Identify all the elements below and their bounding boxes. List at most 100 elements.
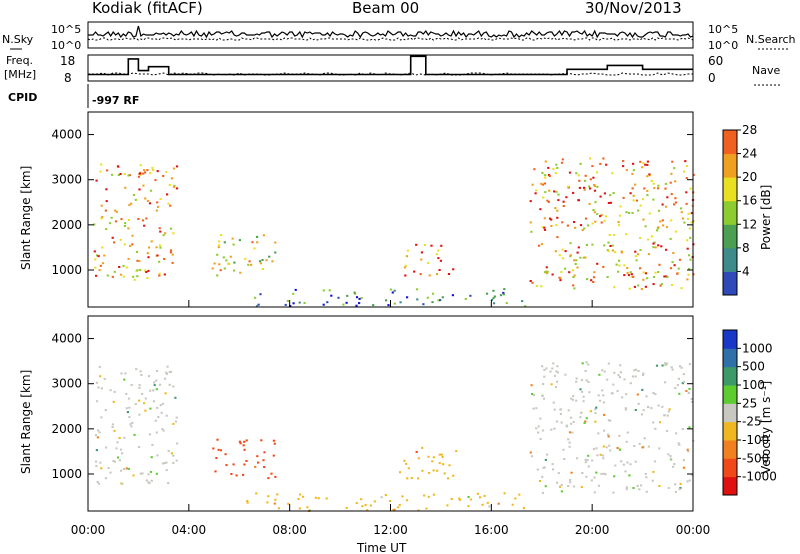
power-y-ticks: 1000 2000 3000 4000 xyxy=(51,128,693,277)
data-cell xyxy=(273,502,276,505)
data-cell xyxy=(570,397,573,400)
data-cell xyxy=(562,200,565,203)
colorbar-swatch xyxy=(723,130,737,155)
data-cell xyxy=(674,180,677,183)
data-cell xyxy=(146,252,149,255)
data-cell xyxy=(99,375,102,378)
data-cell xyxy=(113,390,116,393)
data-cell xyxy=(167,482,170,485)
data-cell xyxy=(588,391,591,394)
data-cell xyxy=(172,185,176,188)
data-cell xyxy=(223,241,226,244)
data-cell xyxy=(687,392,690,394)
data-cell xyxy=(355,502,358,505)
data-cell xyxy=(232,243,235,246)
data-cell xyxy=(605,163,608,166)
data-cell xyxy=(229,255,232,258)
data-cell xyxy=(410,477,413,479)
data-cell xyxy=(679,365,682,368)
data-cell xyxy=(415,450,418,453)
data-cell xyxy=(298,301,301,304)
data-cell xyxy=(618,448,621,451)
data-cell xyxy=(421,446,424,449)
data-cell xyxy=(618,264,621,267)
data-cell xyxy=(629,192,632,195)
data-cell xyxy=(258,260,262,263)
data-cell xyxy=(532,407,535,410)
data-cell xyxy=(573,221,576,223)
colorbar-swatch xyxy=(723,247,737,272)
data-cell xyxy=(154,419,157,422)
data-cell xyxy=(652,470,655,473)
data-cell xyxy=(111,275,114,278)
data-cell xyxy=(581,390,584,393)
data-cell xyxy=(415,288,419,291)
data-cell xyxy=(632,194,635,197)
data-cell xyxy=(559,485,562,488)
colorbar-tick-label: -500 xyxy=(742,451,769,465)
data-cell xyxy=(677,267,680,270)
data-cell xyxy=(647,405,650,408)
data-cell xyxy=(657,209,661,212)
data-cell xyxy=(95,381,98,384)
data-cell xyxy=(144,397,147,400)
data-cell xyxy=(623,378,626,381)
data-cell xyxy=(166,365,169,368)
data-cell xyxy=(633,369,636,372)
data-cell xyxy=(360,297,363,299)
data-cell xyxy=(94,434,98,437)
data-cell xyxy=(686,239,689,242)
data-cell xyxy=(405,462,408,465)
data-cell xyxy=(389,500,392,502)
data-cell xyxy=(406,249,409,252)
colorbar-swatch xyxy=(723,458,737,478)
time-tick-label: 16:00 xyxy=(474,523,509,537)
data-cell xyxy=(665,248,668,251)
colorbar-tick-label: -100 xyxy=(742,433,769,447)
data-cell xyxy=(159,198,162,200)
data-cell xyxy=(691,474,694,477)
data-cell xyxy=(641,388,644,391)
data-cell xyxy=(353,291,356,294)
data-cell xyxy=(155,472,158,475)
data-cell xyxy=(298,507,301,510)
data-cell xyxy=(239,442,242,445)
data-cell xyxy=(111,426,114,429)
data-cell xyxy=(589,410,592,413)
range-tick-label: 3000 xyxy=(51,173,82,187)
data-cell xyxy=(541,394,544,397)
data-cell xyxy=(439,299,442,302)
data-cell xyxy=(681,217,685,220)
data-cell xyxy=(624,408,628,411)
data-cell xyxy=(632,162,635,165)
data-cell xyxy=(671,160,674,163)
data-cell xyxy=(387,304,390,307)
data-cell xyxy=(673,463,676,465)
data-cell xyxy=(551,463,554,466)
data-cell xyxy=(687,273,690,276)
data-cell xyxy=(503,288,506,291)
data-cell xyxy=(522,507,525,510)
data-cell xyxy=(95,449,98,452)
velocity-y-ticks: 1000 2000 3000 4000 xyxy=(51,332,693,481)
data-cell xyxy=(164,232,167,235)
data-cell xyxy=(109,471,112,474)
data-cell xyxy=(272,439,275,442)
data-cell xyxy=(581,472,584,474)
data-cell xyxy=(607,202,610,204)
data-cell xyxy=(554,172,558,175)
data-cell xyxy=(165,372,168,375)
nsearch-line xyxy=(87,37,694,41)
data-cell xyxy=(644,472,647,475)
data-cell xyxy=(560,161,564,164)
data-cell xyxy=(642,278,645,281)
data-cell xyxy=(625,440,628,443)
data-cell xyxy=(670,219,673,222)
data-cell xyxy=(686,217,690,220)
data-cell xyxy=(172,232,175,235)
data-cell xyxy=(118,437,121,439)
data-cell xyxy=(404,264,407,267)
data-cell xyxy=(530,230,533,233)
data-cell xyxy=(602,401,606,404)
data-cell xyxy=(554,250,557,253)
